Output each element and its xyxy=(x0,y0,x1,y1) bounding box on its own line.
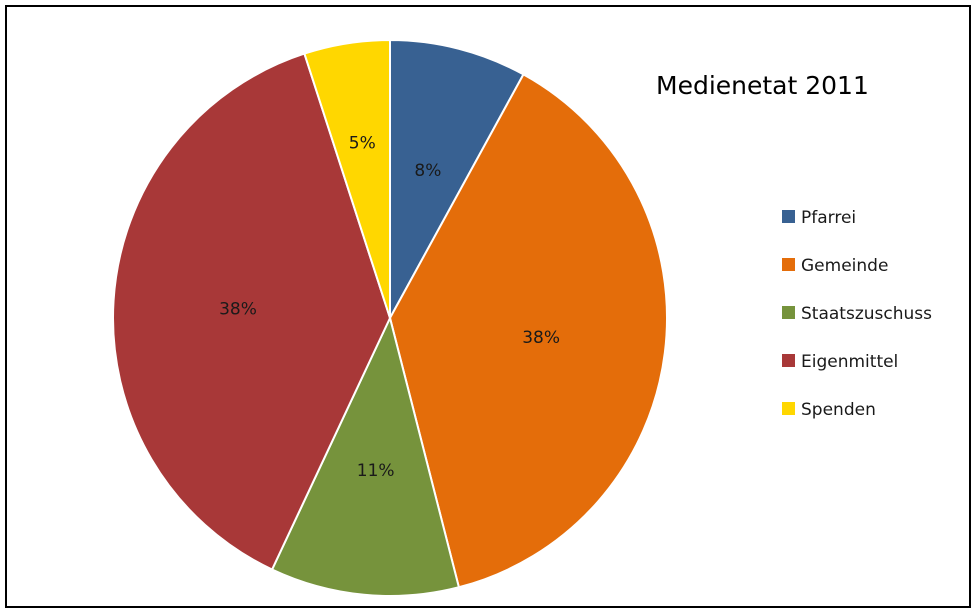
data-label-gemeinde: 38% xyxy=(522,328,560,348)
legend-swatch-spenden xyxy=(782,402,795,415)
pie-slice-gemeinde xyxy=(388,73,668,589)
chart-title: Medienetat 2011 xyxy=(656,71,869,100)
legend-label-pfarrei: Pfarrei xyxy=(801,208,856,228)
legend-label-eigenmittel: Eigenmittel xyxy=(801,352,898,372)
legend-item-spenden: Spenden xyxy=(782,400,876,420)
legend-label-spenden: Spenden xyxy=(801,400,876,420)
legend-item-pfarrei: Pfarrei xyxy=(782,208,856,228)
pie-slice-pfarrei xyxy=(389,38,525,319)
pie-slice-eigenmittel xyxy=(112,52,392,571)
legend-item-gemeinde: Gemeinde xyxy=(782,256,888,276)
legend-label-gemeinde: Gemeinde xyxy=(801,256,888,276)
legend-swatch-pfarrei xyxy=(782,210,795,223)
legend-item-staatszuschuss: Staatszuschuss xyxy=(782,304,932,324)
pie-slice-staatszuschuss xyxy=(270,315,461,597)
legend-swatch-eigenmittel xyxy=(782,354,795,367)
legend-item-eigenmittel: Eigenmittel xyxy=(782,352,898,372)
legend: Pfarrei Gemeinde Staatszuschuss Eigenmittel… xyxy=(782,208,932,420)
pie-slices xyxy=(112,38,668,597)
legend-label-staatszuschuss: Staatszuschuss xyxy=(801,304,932,324)
legend-swatch-gemeinde xyxy=(782,258,795,271)
data-label-eigenmittel: 38% xyxy=(219,299,257,319)
pie-slice-spenden xyxy=(303,38,391,319)
pie-data-labels: 8% 38% 11% 38% 5% xyxy=(219,133,560,481)
data-label-staatszuschuss: 11% xyxy=(357,461,395,481)
data-label-pfarrei: 8% xyxy=(414,161,441,181)
legend-swatch-staatszuschuss xyxy=(782,306,795,319)
data-label-spenden: 5% xyxy=(349,133,376,153)
